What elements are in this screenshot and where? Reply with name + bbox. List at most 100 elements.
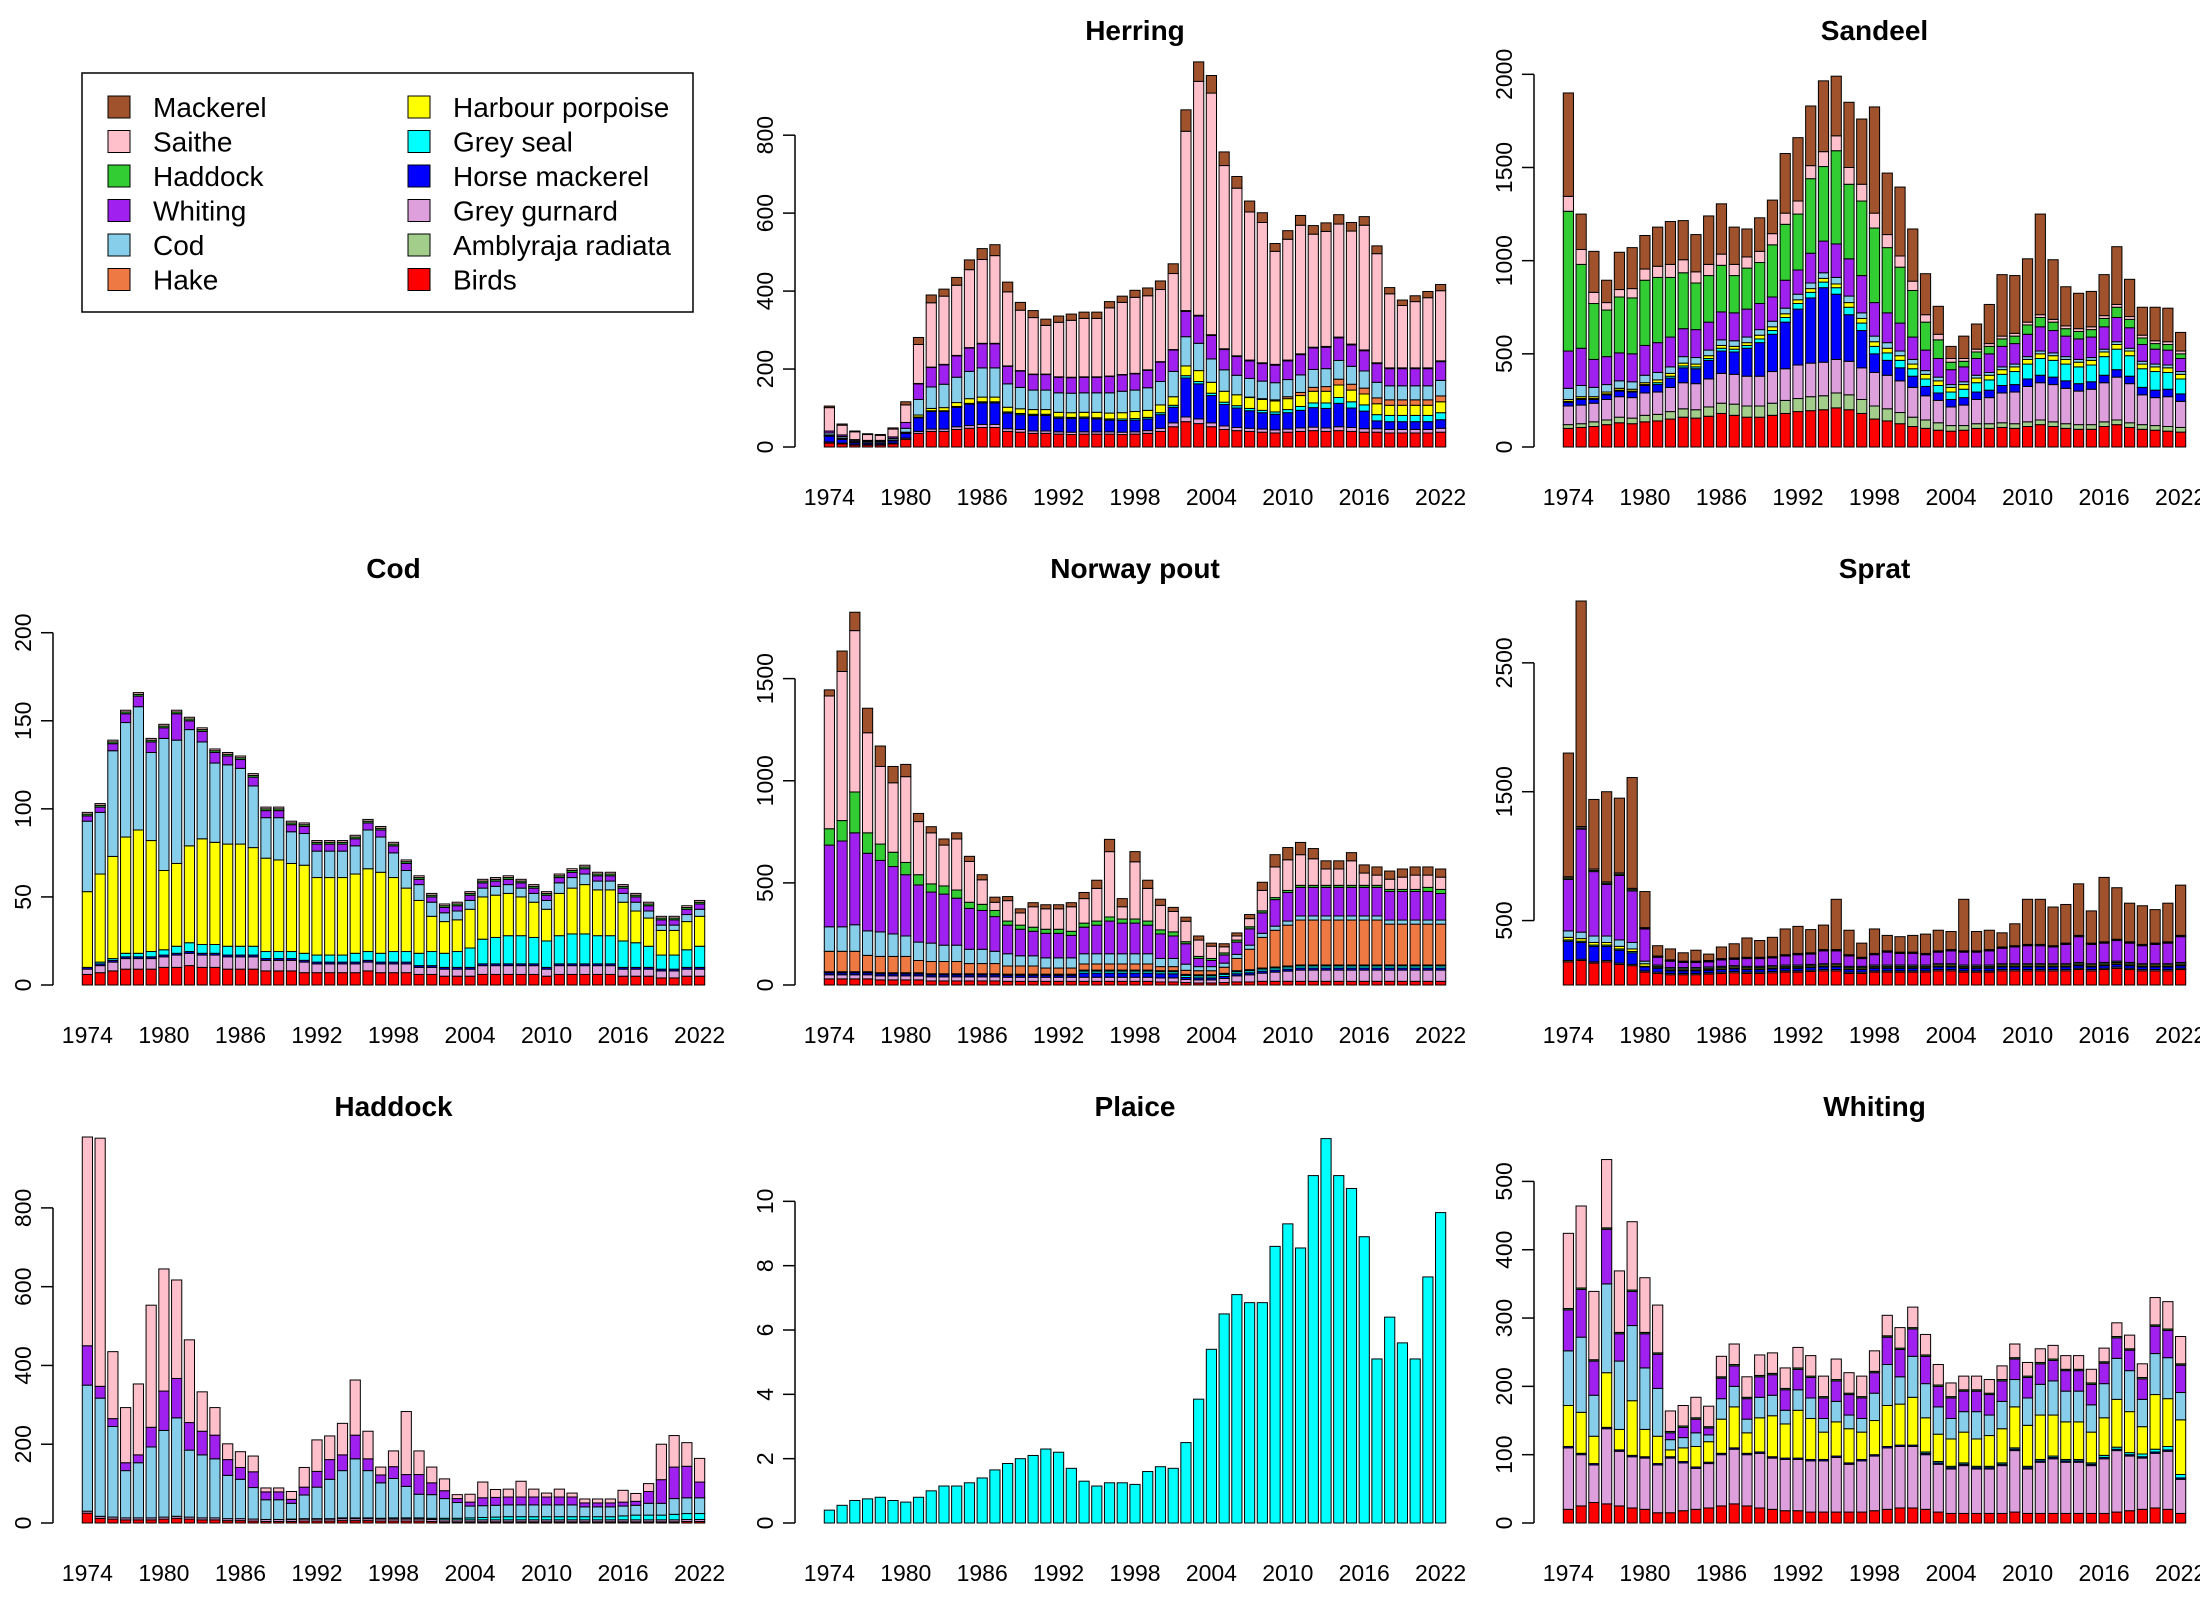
bar-segment	[1435, 431, 1447, 448]
bar-segment	[171, 739, 183, 864]
bar-segment	[1779, 316, 1791, 323]
bar-segment	[1958, 971, 1970, 986]
x-tick-label: 2022	[1415, 1560, 1466, 1586]
bar-segment	[1932, 1463, 1944, 1513]
bar-segment	[1142, 432, 1154, 448]
bar-segment	[1996, 932, 2008, 948]
bar-segment	[963, 860, 976, 903]
bar-segment	[1116, 301, 1128, 375]
bar-segment	[349, 838, 361, 847]
bar-segment	[1244, 948, 1256, 971]
bar-segment	[2047, 376, 2059, 386]
bar-segment	[1333, 915, 1345, 921]
bar-segment	[171, 954, 183, 968]
bar-segment	[464, 947, 476, 968]
bar-segment	[1601, 935, 1613, 943]
bar-segment	[400, 887, 412, 953]
bar-segment	[976, 909, 988, 950]
bar-segment	[2111, 887, 2123, 940]
y-tick-label: 50	[10, 884, 36, 910]
bar-segment	[1983, 1379, 1995, 1394]
bar-segment	[1945, 369, 1957, 386]
bar-segment	[849, 430, 861, 433]
bar-segment	[1562, 1447, 1574, 1510]
bar-segment	[1601, 961, 1613, 986]
bar-segment	[1142, 976, 1154, 982]
bar-segment	[668, 929, 680, 956]
y-tick-label: 300	[1491, 1299, 1517, 1337]
bar-segment	[579, 933, 591, 965]
bar-segment	[1970, 971, 1983, 986]
bar-segment	[298, 864, 310, 954]
bar-segment	[1358, 216, 1370, 226]
bar-segment	[912, 343, 925, 384]
bar-segment	[1664, 1512, 1677, 1524]
bar-segment	[1371, 969, 1383, 982]
bar-segment	[938, 295, 950, 365]
bar-segment	[515, 965, 527, 975]
bar-segment	[1677, 272, 1689, 330]
bar-segment	[2162, 902, 2174, 943]
bar-segment	[2034, 419, 2046, 426]
bar-segment	[1626, 1507, 1638, 1524]
bar-segment	[1142, 287, 1154, 297]
bar-segment	[2098, 317, 2110, 328]
bar-segment	[1103, 976, 1116, 982]
bar-segment	[2009, 391, 2021, 425]
bar-segment	[2047, 970, 2059, 986]
bar-segment	[900, 975, 912, 981]
bar-segment	[477, 1505, 489, 1518]
bar-segment	[285, 862, 298, 953]
bar-segment	[2162, 1357, 2174, 1400]
bar-segment	[1002, 1462, 1014, 1524]
bar-segment	[668, 1498, 680, 1515]
bar-segment	[362, 818, 374, 822]
bar-segment	[375, 952, 387, 963]
bar-segment	[1626, 1221, 1638, 1291]
bar-segment	[951, 376, 963, 404]
bar-segment	[1639, 1428, 1651, 1458]
bar-segment	[222, 968, 234, 986]
bar-segment	[247, 1455, 259, 1473]
bar-segment	[900, 421, 912, 429]
bar-segment	[1091, 311, 1103, 319]
bar-segment	[1218, 1313, 1230, 1524]
bar-segment	[222, 1443, 234, 1461]
bar-segment	[234, 968, 247, 986]
bar-segment	[1065, 434, 1077, 448]
bar-segment	[2060, 358, 2072, 365]
bar-segment	[900, 935, 912, 957]
bar-segment	[1830, 1380, 1842, 1402]
bar-segment	[234, 945, 247, 956]
bar-segment	[963, 948, 976, 965]
bar-segment	[1677, 220, 1689, 261]
bar-segment	[1817, 1417, 1830, 1433]
bar-segment	[1792, 1458, 1804, 1512]
bar-segment	[604, 1498, 616, 1504]
bar-segment	[477, 896, 489, 940]
bar-segment	[861, 832, 874, 854]
bar-segment	[336, 963, 349, 974]
bar-segment	[375, 972, 387, 986]
bar-segment	[1754, 958, 1766, 967]
bar-segment	[1422, 290, 1434, 299]
bar-segment	[836, 423, 848, 426]
bar-segment	[387, 845, 400, 854]
bar-segment	[196, 727, 208, 731]
bar-segment	[2136, 1426, 2148, 1455]
bar-segment	[2034, 1363, 2046, 1385]
bar-segment	[1294, 395, 1307, 407]
bar-segment	[1040, 1448, 1052, 1524]
bar-segment	[591, 1506, 604, 1518]
bar-segment	[1792, 137, 1804, 202]
bar-segment	[247, 1471, 259, 1489]
x-tick-label: 1980	[1619, 1022, 1670, 1048]
bar-segment	[1805, 362, 1817, 398]
bar-segment	[2175, 373, 2187, 380]
bar-segment	[1690, 1445, 1702, 1468]
bar-segment	[1664, 1457, 1677, 1514]
bar-segment	[1218, 369, 1230, 392]
bar-segment	[1868, 1455, 1881, 1512]
